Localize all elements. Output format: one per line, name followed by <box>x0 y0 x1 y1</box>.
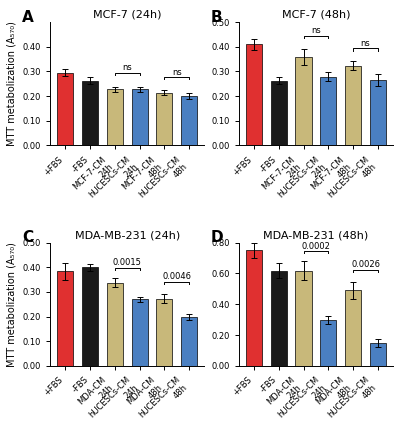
Bar <box>156 299 172 366</box>
Text: B: B <box>211 10 223 25</box>
Y-axis label: MTT metabolization (A₅₇₀): MTT metabolization (A₅₇₀) <box>7 242 17 367</box>
Text: ns: ns <box>311 26 321 35</box>
Text: ns: ns <box>122 63 132 72</box>
Title: MCF-7 (48h): MCF-7 (48h) <box>282 10 350 20</box>
Bar <box>107 89 123 145</box>
Text: 0.0026: 0.0026 <box>351 260 380 270</box>
Y-axis label: MTT metabolization (A₅₇₀): MTT metabolization (A₅₇₀) <box>7 21 17 146</box>
Text: 0.0002: 0.0002 <box>302 242 330 250</box>
Bar <box>296 57 312 145</box>
Bar <box>370 343 386 366</box>
Bar <box>82 81 98 145</box>
Bar <box>57 272 73 366</box>
Bar <box>345 290 361 366</box>
Text: A: A <box>22 10 34 25</box>
Bar <box>82 267 98 366</box>
Bar <box>57 73 73 145</box>
Title: MCF-7 (24h): MCF-7 (24h) <box>93 10 162 20</box>
Bar <box>271 271 287 366</box>
Bar <box>246 44 262 145</box>
Bar <box>320 320 336 366</box>
Bar <box>181 96 197 145</box>
Bar <box>156 93 172 145</box>
Title: MDA-MB-231 (48h): MDA-MB-231 (48h) <box>263 230 368 240</box>
Bar <box>246 250 262 366</box>
Bar <box>370 80 386 145</box>
Bar <box>271 81 287 145</box>
Text: D: D <box>211 230 224 245</box>
Bar <box>320 77 336 145</box>
Bar <box>132 89 148 145</box>
Text: ns: ns <box>172 68 182 76</box>
Bar <box>132 299 148 366</box>
Bar <box>107 283 123 366</box>
Bar <box>345 66 361 145</box>
Bar <box>296 271 312 366</box>
Text: 0.0046: 0.0046 <box>162 272 191 281</box>
Title: MDA-MB-231 (24h): MDA-MB-231 (24h) <box>74 230 180 240</box>
Text: ns: ns <box>361 39 370 48</box>
Text: C: C <box>22 230 33 245</box>
Bar <box>181 317 197 366</box>
Text: 0.0015: 0.0015 <box>113 258 142 267</box>
